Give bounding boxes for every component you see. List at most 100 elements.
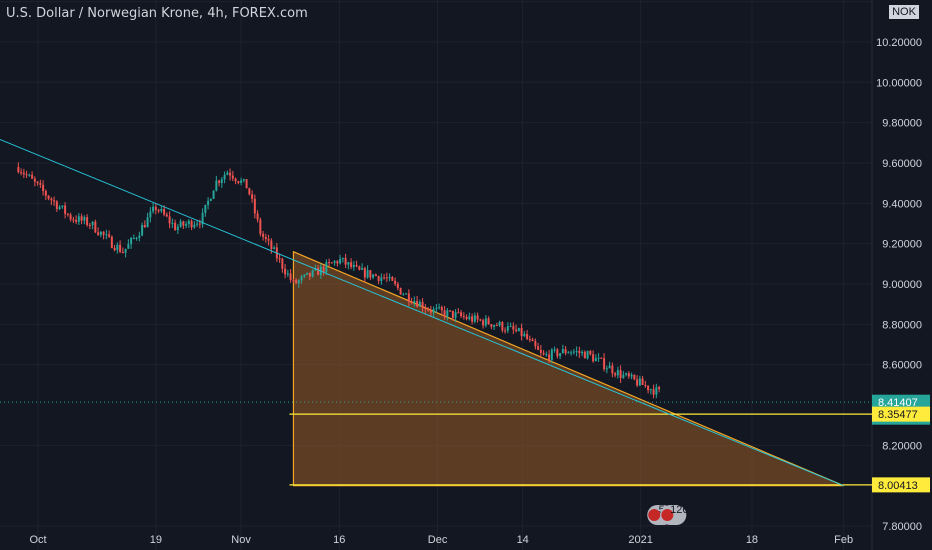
price-tick-label: 8.60000: [882, 360, 922, 372]
candle-body: [179, 221, 182, 227]
chart-grid: [0, 0, 873, 550]
candle-body: [347, 262, 350, 265]
candle-body: [366, 270, 369, 278]
candle-body: [91, 221, 94, 226]
candle-body: [77, 216, 80, 222]
candle-body: [570, 352, 573, 354]
candle-body: [495, 325, 498, 327]
candle-body: [242, 179, 245, 181]
candle-body: [490, 324, 493, 327]
candle-body: [220, 179, 223, 183]
candle-body: [20, 172, 23, 174]
candle-body: [196, 223, 199, 225]
candle-body: [575, 350, 578, 352]
candle-body: [413, 300, 416, 303]
candle-body: [369, 270, 372, 278]
candle-body: [429, 310, 432, 313]
candle-body: [182, 221, 185, 226]
candle-body: [251, 194, 254, 199]
candle-body: [424, 308, 427, 310]
candle-body: [88, 224, 91, 226]
price-tick-label: 9.20000: [882, 239, 922, 251]
candle-body: [460, 312, 463, 317]
candle-body: [487, 318, 490, 325]
candle-body: [473, 315, 476, 322]
candle-body: [94, 221, 97, 233]
candle-body: [61, 205, 64, 208]
price-axis[interactable]: 10.20000 10.00000 9.80000 9.60000 9.40000 9.2…: [876, 37, 922, 533]
wedge-drawing[interactable]: [292, 250, 844, 487]
time-tick-label: Feb: [834, 534, 853, 546]
candle-body: [278, 258, 281, 260]
candle-body: [655, 387, 658, 395]
candle-body: [22, 172, 25, 175]
candle-body: [303, 274, 306, 277]
candle-body: [53, 200, 56, 202]
candle-body: [633, 374, 636, 380]
flag-icon: [648, 509, 661, 521]
candle-body: [440, 307, 443, 311]
candle-body: [526, 334, 529, 340]
price-tick-label: 8.80000: [882, 319, 922, 331]
candle-body: [311, 270, 314, 277]
level-tag-1-text: 8.00413: [878, 480, 918, 492]
candle-body: [124, 248, 127, 253]
candle-body: [138, 235, 141, 238]
horizontal-levels[interactable]: [0, 401, 872, 486]
time-axis[interactable]: Oct 19 Nov 16 Dec 14 2021 18 Feb: [29, 534, 853, 546]
candle-body: [143, 225, 146, 228]
candle-body: [528, 339, 531, 341]
candle-body: [289, 273, 292, 280]
event-markers[interactable]: 5 8126: [647, 504, 689, 525]
price-tick-label: 7.80000: [882, 521, 922, 533]
candle-body: [605, 368, 608, 370]
candle-body: [119, 244, 122, 253]
candle-body: [253, 198, 256, 214]
candle-body: [64, 205, 67, 214]
candle-body: [468, 316, 471, 320]
candle-body: [498, 322, 501, 326]
candle-body: [245, 179, 248, 189]
candle-body: [435, 308, 438, 310]
candle-body: [58, 207, 61, 210]
candle-body: [649, 389, 652, 391]
candle-body: [457, 312, 460, 314]
candle-body: [438, 307, 441, 309]
candle-body: [402, 294, 405, 296]
candle-body: [344, 257, 347, 265]
candle-body: [600, 357, 603, 359]
price-tick-label: 9.00000: [882, 279, 922, 291]
price-tick-label: 9.80000: [882, 118, 922, 130]
candle-body: [295, 280, 298, 284]
candle-body: [416, 300, 419, 307]
candle-body: [317, 268, 320, 276]
candle-body: [83, 217, 86, 221]
candle-body: [157, 209, 160, 212]
candle-body: [339, 258, 342, 264]
candle-body: [476, 315, 479, 320]
trendline-drawing[interactable]: [0, 138, 844, 487]
candle-body: [105, 234, 108, 236]
candle-body: [193, 224, 196, 228]
candle-body: [102, 231, 105, 235]
candle-body: [80, 216, 83, 221]
candle-body: [512, 326, 515, 330]
candle-body: [163, 209, 166, 215]
candle-body: [471, 316, 474, 322]
candle-body: [548, 354, 551, 360]
candle-body: [325, 262, 328, 273]
flag-icon: [661, 509, 674, 521]
candle-body: [116, 244, 119, 251]
candle-body: [273, 247, 276, 249]
candle-body: [556, 349, 559, 357]
candle-body: [616, 370, 619, 376]
candle-body: [99, 231, 102, 235]
candle-body: [454, 312, 457, 318]
candle-body: [152, 206, 155, 212]
candle-body: [537, 346, 540, 350]
time-tick-label: Nov: [231, 534, 251, 546]
candle-body: [625, 373, 628, 375]
candle-body: [108, 234, 111, 237]
candle-body: [594, 358, 597, 362]
